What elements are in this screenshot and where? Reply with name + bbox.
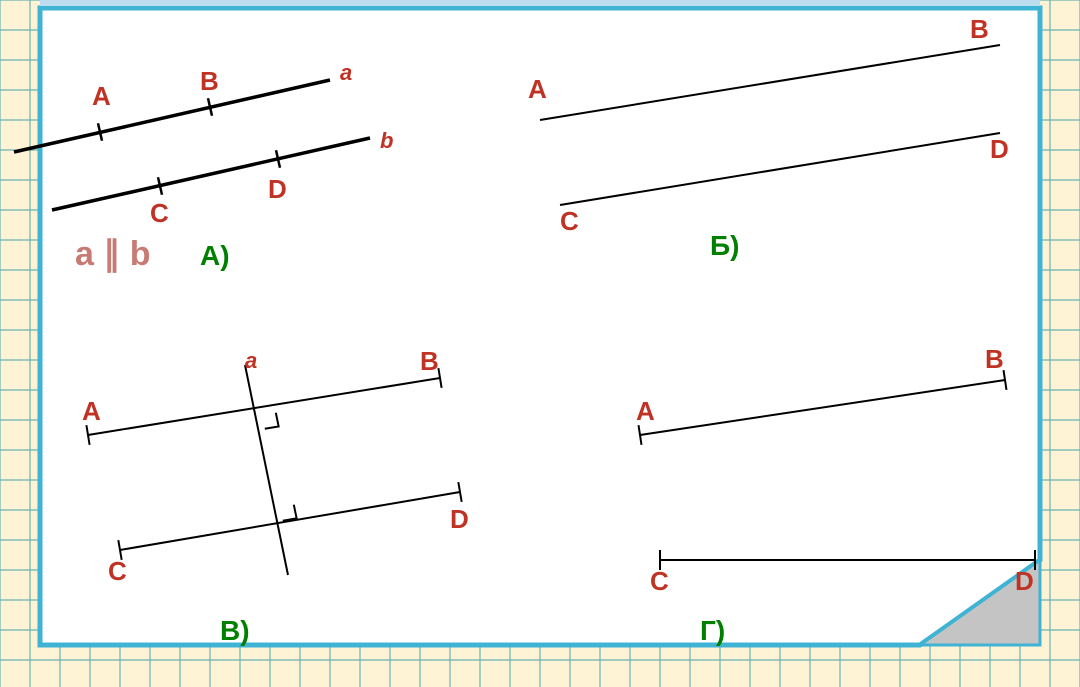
label-C: С bbox=[108, 556, 127, 586]
line-label-b: b bbox=[380, 128, 393, 153]
label-C: С bbox=[150, 198, 169, 228]
label-B: В bbox=[200, 66, 219, 96]
label-A: А bbox=[636, 396, 655, 426]
label-D: D bbox=[990, 134, 1009, 164]
panel-label-A: А) bbox=[200, 240, 230, 271]
label-D: D bbox=[450, 504, 469, 534]
label-C: С bbox=[560, 206, 579, 236]
diagram-root: А В С Da b А) a ∥ b А В С D Б) А В С Da В) А В С D Г) bbox=[0, 0, 1080, 687]
label-B: В bbox=[420, 346, 439, 376]
label-B: В bbox=[970, 14, 989, 44]
label-D: D bbox=[268, 174, 287, 204]
label-D: D bbox=[1015, 566, 1034, 596]
top-strip bbox=[40, 0, 1040, 6]
panel-label-B: Б) bbox=[710, 230, 739, 261]
label-B: В bbox=[985, 344, 1004, 374]
perp-label-a: a bbox=[245, 348, 257, 373]
label-A: А bbox=[82, 396, 101, 426]
label-A: А bbox=[528, 74, 547, 104]
label-C: С bbox=[650, 566, 669, 596]
line-label-a: a bbox=[340, 60, 352, 85]
label-A: А bbox=[92, 81, 111, 111]
panel-label-V: В) bbox=[220, 615, 250, 646]
parallel-notation: a ∥ b bbox=[75, 235, 151, 273]
panel-label-G: Г) bbox=[700, 615, 725, 646]
